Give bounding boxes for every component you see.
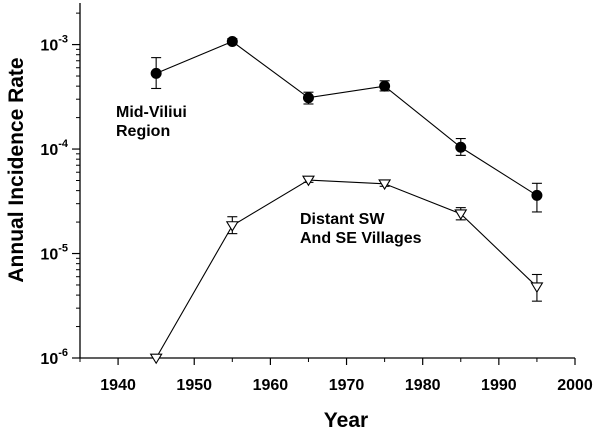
data-point xyxy=(531,189,543,201)
data-point xyxy=(530,282,544,294)
data-point xyxy=(301,175,315,187)
series-annotation-line: Distant SW xyxy=(300,211,385,228)
y-tick-exponent: -3 xyxy=(58,34,68,46)
y-tick-label: 10-3 xyxy=(40,34,68,55)
x-tick-label: 1960 xyxy=(253,377,289,394)
y-tick-base: 10 xyxy=(40,247,58,264)
annotation-layer: Mid-Viliui Region Distant SW And SE Village… xyxy=(116,104,422,247)
x-tick-label: 2000 xyxy=(557,377,593,394)
data-point xyxy=(378,179,392,191)
data-point xyxy=(379,80,391,92)
data-point xyxy=(149,353,163,365)
data-point xyxy=(302,92,314,104)
x-tick-label: 1980 xyxy=(405,377,441,394)
y-tick-exponent: -6 xyxy=(58,347,68,359)
y-tick-label: 10-6 xyxy=(40,347,68,368)
x-tick-label: 1990 xyxy=(481,377,517,394)
data-point xyxy=(150,67,162,79)
data-point xyxy=(225,221,239,232)
x-axis-title: Year xyxy=(324,409,368,432)
series-annotation-line: Region xyxy=(116,123,170,140)
y-tick-base: 10 xyxy=(40,142,58,159)
series-2 xyxy=(149,175,544,365)
x-axis-ticks: 1940 1950 1960 1970 1980 1990 2000 xyxy=(79,358,593,394)
data-point xyxy=(454,209,468,221)
x-tick-label: 1940 xyxy=(100,377,136,394)
y-tick-exponent: -5 xyxy=(58,243,68,255)
series-annotation-line: And SE Villages xyxy=(300,230,422,247)
y-tick-base: 10 xyxy=(40,38,58,55)
y-tick-exponent: -4 xyxy=(58,138,69,150)
y-axis-title: Annual Incidence Rate xyxy=(5,57,28,282)
y-axis-ticks: 10-610-510-410-3 xyxy=(40,12,80,368)
data-point xyxy=(226,36,238,48)
series-1 xyxy=(150,36,543,213)
y-tick-label: 10-5 xyxy=(40,243,68,264)
series-line xyxy=(155,40,538,196)
y-tick-base: 10 xyxy=(40,351,58,368)
data-point xyxy=(455,141,467,153)
x-tick-label: 1970 xyxy=(329,377,365,394)
y-tick-label: 10-4 xyxy=(40,138,68,159)
x-tick-label: 1950 xyxy=(176,377,212,394)
series-line xyxy=(155,179,538,359)
series-layer xyxy=(149,36,544,365)
series-annotation-line: Mid-Viliui xyxy=(116,104,187,121)
